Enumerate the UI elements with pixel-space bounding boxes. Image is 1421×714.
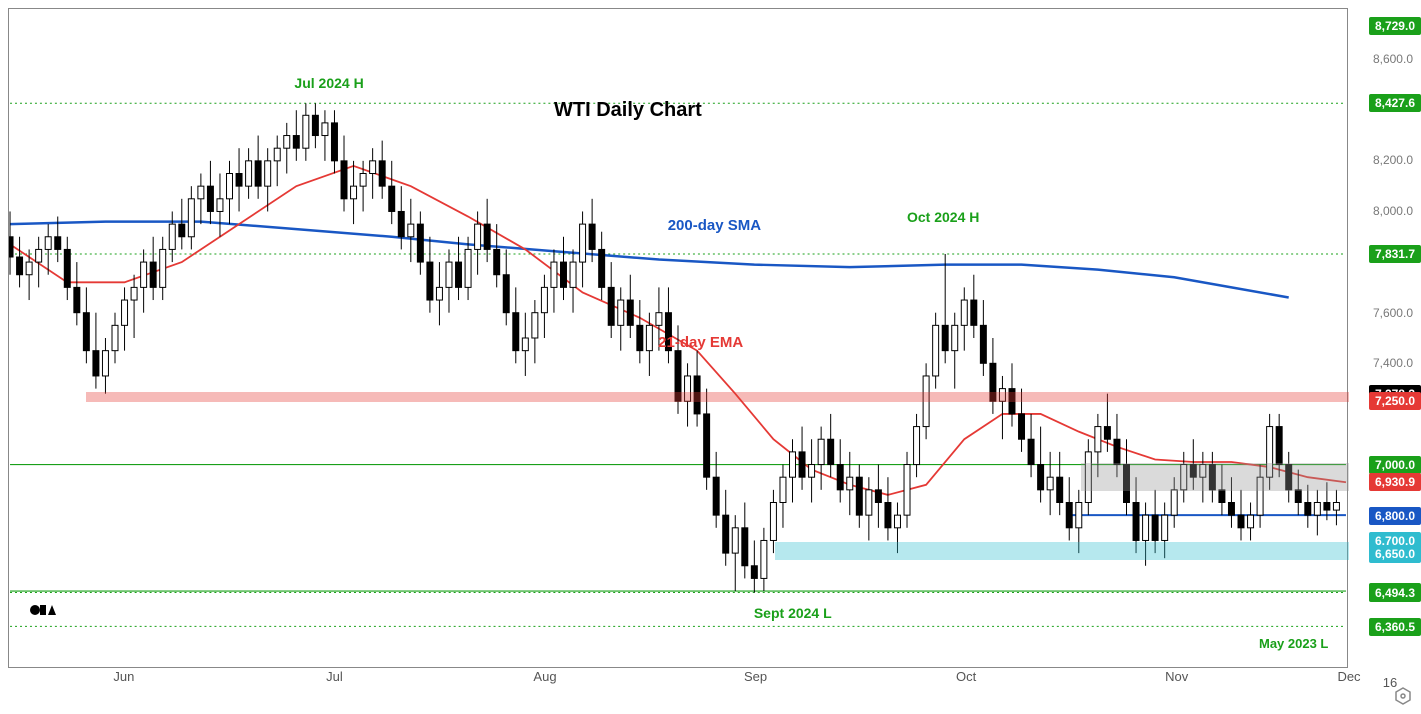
price-tag: 6,494.3 xyxy=(1369,584,1421,602)
chart-title: WTI Daily Chart xyxy=(554,99,702,122)
y-tick-label: 8,200.0 xyxy=(1373,153,1413,167)
x-axis: JunJulAugSepOctNovDec xyxy=(9,669,1347,689)
chart-annotation: Jul 2024 H xyxy=(294,75,363,91)
y-tick-label: 7,600.0 xyxy=(1373,306,1413,320)
x-tick-label: Oct xyxy=(956,669,976,684)
chart-frame: WTI Daily Chart Jul 2024 H 200-day SMA 21-… xyxy=(8,8,1348,668)
price-tag: 7,250.0 xyxy=(1369,392,1421,410)
x-tick-label: 16 xyxy=(1383,675,1397,690)
x-tick-label: Dec xyxy=(1337,669,1360,684)
price-tag: 8,729.0 xyxy=(1369,17,1421,35)
y-axis: 8,600.0 8,200.0 8,000.0 7,600.0 7,400.0 8,729… xyxy=(1351,8,1421,668)
x-tick-label: Nov xyxy=(1165,669,1188,684)
x-tick-label: Aug xyxy=(533,669,556,684)
price-tag: 6,800.0 xyxy=(1369,507,1421,525)
chart-annotation: 21-day EMA xyxy=(658,334,743,351)
chart-annotation: Oct 2024 H xyxy=(907,209,979,225)
price-zone xyxy=(1081,463,1349,491)
x-tick-label: Jun xyxy=(113,669,134,684)
price-tag: 6,650.0 xyxy=(1369,545,1421,563)
y-tick-label: 8,000.0 xyxy=(1373,204,1413,218)
y-tick-label: 7,400.0 xyxy=(1373,356,1413,370)
price-zone xyxy=(775,542,1349,560)
price-tag: 8,427.6 xyxy=(1369,94,1421,112)
chart-annotation: Sept 2024 L xyxy=(754,605,832,621)
price-zone xyxy=(86,392,1349,402)
price-tag: 7,831.7 xyxy=(1369,245,1421,263)
x-tick-label: Sep xyxy=(744,669,767,684)
chart-annotation: 200-day SMA xyxy=(668,217,761,234)
price-tag: 6,360.5 xyxy=(1369,618,1421,636)
x-tick-label: Jul xyxy=(326,669,343,684)
tradingview-logo-icon xyxy=(29,601,57,619)
price-tag: 7,000.0 xyxy=(1369,456,1421,474)
price-tag: 6,930.9 xyxy=(1369,473,1421,491)
y-tick-label: 8,600.0 xyxy=(1373,52,1413,66)
chart-annotation: May 2023 L xyxy=(1259,636,1328,651)
